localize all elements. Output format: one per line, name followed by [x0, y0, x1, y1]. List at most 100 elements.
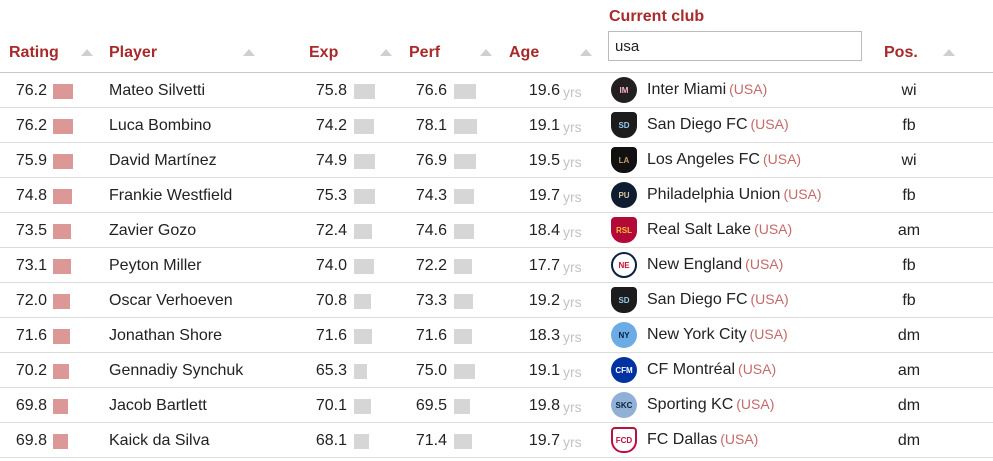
club-name: San Diego FC — [647, 291, 748, 308]
age-unit: yrs — [563, 364, 582, 380]
age-value: 19.8 — [528, 397, 560, 414]
player-name[interactable]: David Martínez — [109, 152, 217, 169]
exp-value: 72.4 — [315, 222, 347, 239]
club-name: San Diego FC — [647, 116, 748, 133]
sort-player-icon[interactable] — [243, 49, 255, 56]
age-value: 18.4 — [528, 222, 560, 239]
san-diego-fc-crest-icon: SD — [611, 112, 637, 138]
exp-bar — [354, 84, 375, 99]
exp-value: 74.2 — [315, 117, 347, 134]
table-row[interactable]: 73.5 Zavier Gozo 72.4 74.6 18.4 yrs RSL … — [0, 213, 993, 248]
sort-rating-icon[interactable] — [81, 49, 93, 56]
cf-montreal-crest-icon: CFM — [611, 357, 637, 383]
exp-bar — [354, 364, 367, 379]
perf-bar — [454, 84, 476, 99]
rating-bar — [53, 434, 68, 449]
sort-pos-icon[interactable] — [943, 49, 955, 56]
header-rating[interactable]: Rating — [9, 44, 59, 61]
position: fb — [902, 292, 916, 309]
sporting-kc-crest-icon: SKC — [611, 392, 637, 418]
player-name[interactable]: Peyton Miller — [109, 257, 202, 274]
rating-bar — [53, 294, 70, 309]
table-row[interactable]: 75.9 David Martínez 74.9 76.9 19.5 yrs L… — [0, 143, 993, 178]
age-unit: yrs — [563, 294, 582, 310]
philadelphia-union-crest-icon: PU — [611, 182, 637, 208]
player-name[interactable]: Kaick da Silva — [109, 432, 210, 449]
perf-bar — [454, 294, 473, 309]
club-name: Philadelphia Union — [647, 186, 781, 203]
club-filter-input[interactable] — [608, 31, 862, 61]
player-name[interactable]: Oscar Verhoeven — [109, 292, 233, 309]
perf-value: 75.0 — [415, 362, 447, 379]
table-row[interactable]: 74.8 Frankie Westfield 75.3 74.3 19.7 yr… — [0, 178, 993, 213]
header-player[interactable]: Player — [109, 44, 158, 61]
player-name[interactable]: Frankie Westfield — [109, 187, 233, 204]
club-cell[interactable]: CF Montréal (USA) — [647, 361, 776, 379]
exp-bar — [354, 154, 375, 169]
player-name[interactable]: Mateo Silvetti — [109, 82, 206, 99]
header-exp[interactable]: Exp — [309, 44, 339, 61]
header-age[interactable]: Age — [509, 44, 540, 61]
club-cell[interactable]: New York City (USA) — [647, 326, 788, 344]
table-row[interactable]: 71.6 Jonathan Shore 71.6 71.6 18.3 yrs N… — [0, 318, 993, 353]
club-cell[interactable]: San Diego FC (USA) — [647, 116, 789, 134]
table-body: 76.2 Mateo Silvetti 75.8 76.6 19.6 yrs I… — [0, 73, 993, 458]
sort-age-icon[interactable] — [580, 49, 592, 56]
club-country: (USA) — [736, 396, 775, 412]
table-row[interactable]: 70.2 Gennadiy Synchuk 65.3 75.0 19.1 yrs… — [0, 353, 993, 388]
table-row[interactable]: 69.8 Kaick da Silva 68.1 71.4 19.7 yrs F… — [0, 423, 993, 458]
club-name: Real Salt Lake — [647, 221, 752, 238]
club-cell[interactable]: San Diego FC (USA) — [647, 291, 789, 309]
rating-bar — [53, 119, 73, 134]
club-cell[interactable]: FC Dallas (USA) — [647, 431, 758, 449]
exp-bar — [354, 119, 374, 134]
exp-bar — [354, 329, 372, 344]
table-header: Rating Player Exp Perf Age Current club … — [0, 0, 993, 73]
player-name[interactable]: Gennadiy Synchuk — [109, 362, 244, 379]
club-country: (USA) — [750, 291, 789, 307]
exp-value: 70.8 — [315, 292, 347, 309]
perf-bar — [454, 154, 476, 169]
club-cell[interactable]: Los Angeles FC (USA) — [647, 151, 801, 169]
sort-exp-icon[interactable] — [380, 49, 392, 56]
player-name[interactable]: Jacob Bartlett — [109, 397, 207, 414]
club-cell[interactable]: Inter Miami (USA) — [647, 81, 767, 99]
age-value: 19.7 — [528, 432, 560, 449]
header-perf[interactable]: Perf — [409, 44, 441, 61]
table-row[interactable]: 72.0 Oscar Verhoeven 70.8 73.3 19.2 yrs … — [0, 283, 993, 318]
rating-bar — [53, 259, 71, 274]
exp-bar — [354, 399, 371, 414]
position: am — [897, 222, 921, 239]
new-england-crest-icon: NE — [611, 252, 637, 278]
club-name: New York City — [647, 326, 747, 343]
sort-perf-icon[interactable] — [480, 49, 492, 56]
perf-value: 69.5 — [415, 397, 447, 414]
perf-bar — [454, 224, 474, 239]
table-row[interactable]: 76.2 Mateo Silvetti 75.8 76.6 19.6 yrs I… — [0, 73, 993, 108]
club-country: (USA) — [729, 81, 768, 97]
perf-bar — [454, 189, 474, 204]
table-row[interactable]: 73.1 Peyton Miller 74.0 72.2 17.7 yrs NE… — [0, 248, 993, 283]
player-name[interactable]: Zavier Gozo — [109, 222, 197, 239]
san-diego-fc-crest-icon: SD — [611, 287, 637, 313]
age-value: 19.1 — [528, 117, 560, 134]
player-name[interactable]: Jonathan Shore — [109, 327, 222, 344]
rating-bar — [53, 364, 69, 379]
rating-value: 69.8 — [15, 432, 47, 449]
club-cell[interactable]: New England (USA) — [647, 256, 783, 274]
age-unit: yrs — [563, 329, 582, 345]
club-cell[interactable]: Real Salt Lake (USA) — [647, 221, 792, 239]
club-cell[interactable]: Philadelphia Union (USA) — [647, 186, 822, 204]
age-unit: yrs — [563, 434, 582, 450]
position: fb — [902, 187, 916, 204]
exp-value: 74.9 — [315, 152, 347, 169]
rating-bar — [53, 329, 70, 344]
header-pos[interactable]: Pos. — [884, 44, 918, 61]
age-unit: yrs — [563, 189, 582, 205]
table-row[interactable]: 76.2 Luca Bombino 74.2 78.1 19.1 yrs SD … — [0, 108, 993, 143]
rating-value: 73.5 — [15, 222, 47, 239]
club-country: (USA) — [720, 431, 759, 447]
player-name[interactable]: Luca Bombino — [109, 117, 212, 134]
table-row[interactable]: 69.8 Jacob Bartlett 70.1 69.5 19.8 yrs S… — [0, 388, 993, 423]
club-cell[interactable]: Sporting KC (USA) — [647, 396, 774, 414]
